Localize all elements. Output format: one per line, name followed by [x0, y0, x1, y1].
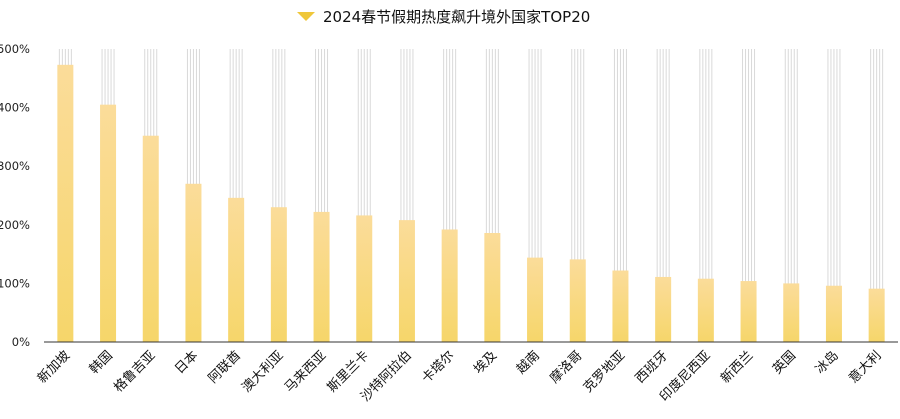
- bar-新西兰: [740, 281, 757, 342]
- x-tick-label: 摩洛哥: [547, 348, 586, 387]
- bar-斯里兰卡: [356, 215, 373, 342]
- y-tick-label: 500%: [0, 42, 30, 56]
- y-tick-label: 200%: [0, 218, 30, 232]
- x-tick-label: 卡塔尔: [419, 348, 457, 386]
- bars: [57, 64, 885, 343]
- bar-格鲁吉亚: [142, 135, 159, 342]
- bar-印度尼西亚: [697, 278, 714, 342]
- y-tick-label: 400%: [0, 101, 30, 115]
- x-tick-label: 澳大利亚: [239, 348, 287, 396]
- gridlines: [58, 49, 884, 342]
- legend-marker: [297, 12, 315, 21]
- x-tick-label: 越南: [513, 348, 543, 378]
- y-tick-label: 0%: [12, 335, 30, 349]
- y-axis-ticks: 0% 100% 200% 300% 400% 500%: [0, 42, 30, 349]
- bar-埃及: [484, 233, 501, 342]
- bar-意大利: [868, 288, 885, 342]
- legend: 2024春节假期热度飙升境外国家TOP20: [297, 8, 590, 26]
- x-tick-label: 埃及: [471, 348, 500, 377]
- y-tick-label: 100%: [0, 276, 30, 290]
- bar-新加坡: [57, 64, 74, 343]
- x-tick-label: 阿联酋: [205, 348, 244, 387]
- x-tick-label: 西班牙: [633, 348, 671, 386]
- x-tick-label: 英国: [770, 348, 799, 377]
- bar-冰岛: [825, 285, 842, 342]
- bar-摩洛哥: [569, 259, 586, 342]
- x-tick-label: 格鲁吉亚: [110, 348, 158, 396]
- bar-英国: [783, 283, 800, 342]
- legend-label: 2024春节假期热度飙升境外国家TOP20: [323, 8, 590, 26]
- bar-韩国: [100, 104, 117, 342]
- bar-马来西亚: [313, 211, 330, 342]
- bar-日本: [185, 183, 202, 342]
- x-tick-label: 克罗地亚: [581, 348, 628, 395]
- x-tick-label: 新加坡: [34, 348, 73, 387]
- x-tick-label: 意大利: [846, 348, 885, 387]
- x-tick-label: 日本: [172, 348, 201, 377]
- y-tick-label: 300%: [0, 159, 30, 173]
- x-tick-label: 马来西亚: [282, 348, 329, 395]
- bar-卡塔尔: [441, 229, 458, 342]
- x-tick-label: 韩国: [87, 348, 116, 377]
- bar-澳大利亚: [270, 207, 287, 342]
- bar-沙特阿拉伯: [398, 220, 415, 342]
- x-tick-label: 新西兰: [717, 348, 756, 387]
- bar-克罗地亚: [612, 270, 629, 342]
- bar-阿联酋: [228, 197, 245, 342]
- bar-西班牙: [655, 276, 672, 342]
- x-tick-label: 冰岛: [812, 348, 842, 378]
- bar-越南: [527, 257, 544, 342]
